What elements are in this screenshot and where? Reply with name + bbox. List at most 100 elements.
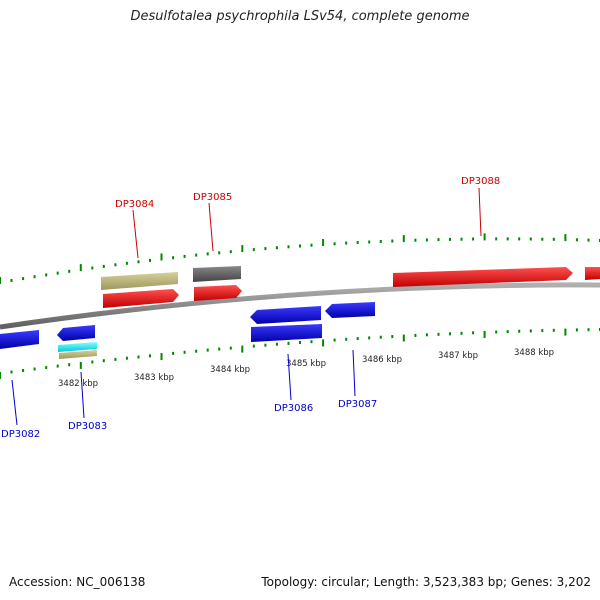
- outer-tick-major: [0, 277, 1, 284]
- outer-tick-minor: [356, 241, 359, 244]
- inner-tick-minor: [149, 354, 151, 358]
- outer-tick-minor: [345, 241, 348, 245]
- inner-tick-minor: [206, 348, 209, 352]
- axis-label-3487: 3487 kbp: [438, 351, 478, 361]
- inner-tick-minor: [102, 359, 105, 363]
- gene-label-DP3087[interactable]: DP3087: [338, 399, 377, 410]
- axis-label-3486: 3486 kbp: [362, 355, 402, 365]
- outer-tick-minor: [33, 275, 36, 279]
- outer-tick-minor: [22, 277, 25, 281]
- inner-tick-minor: [310, 340, 313, 344]
- axis-label-3482: 3482 kbp: [58, 379, 98, 389]
- inner-tick-minor: [414, 333, 417, 337]
- gene-forward-edge-arrow[interactable]: [585, 267, 600, 280]
- inner-tick-minor: [460, 331, 463, 335]
- outer-tick-minor: [275, 246, 278, 250]
- feature-khaki-lower[interactable]: [59, 350, 97, 359]
- inner-tick-minor: [529, 329, 532, 333]
- gene-label-DP3086[interactable]: DP3086: [274, 403, 313, 414]
- inner-tick-major: [160, 353, 163, 361]
- outer-tick-minor: [541, 237, 544, 241]
- outer-tick-minor: [575, 238, 578, 242]
- outer-tick-minor: [229, 250, 232, 254]
- gene-DP3084-arrow[interactable]: [103, 289, 179, 308]
- outer-tick-minor: [425, 238, 428, 242]
- gene-DP3086-arrow[interactable]: [250, 306, 321, 324]
- outer-tick-minor: [68, 269, 71, 273]
- outer-ruler-ticks: [0, 233, 600, 284]
- inner-tick-minor: [368, 336, 371, 340]
- gene-label-DP3084[interactable]: DP3084: [115, 199, 154, 210]
- outer-tick-major: [402, 235, 405, 243]
- outer-tick-minor: [252, 248, 255, 252]
- inner-tick-major: [322, 339, 325, 347]
- gene-label-DP3088[interactable]: DP3088: [461, 176, 500, 187]
- inner-tick-major: [0, 372, 1, 379]
- outer-tick-minor: [149, 258, 151, 262]
- outer-tick-minor: [310, 243, 313, 247]
- outer-tick-minor: [102, 264, 105, 268]
- gene-DP3087-arrow[interactable]: [325, 302, 375, 318]
- inner-tick-minor: [425, 333, 428, 337]
- gene-DP3088-arrow[interactable]: [393, 267, 573, 287]
- axis-label-3485: 3485 kbp: [286, 359, 326, 369]
- inner-tick-minor: [299, 341, 301, 344]
- leader-DP3088: [478, 187, 482, 237]
- outer-tick-major: [483, 233, 486, 241]
- feature-gray[interactable]: [193, 266, 241, 282]
- inner-tick-minor: [137, 355, 140, 359]
- outer-tick-minor: [206, 252, 209, 256]
- inner-tick-minor: [495, 330, 498, 334]
- outer-tick-minor: [449, 237, 451, 241]
- inner-tick-major: [79, 361, 82, 369]
- gene-DP3082-arrow[interactable]: [0, 330, 39, 349]
- inner-tick-major: [402, 334, 405, 342]
- gene-label-DP3082[interactable]: DP3082: [1, 429, 40, 440]
- outer-tick-minor: [195, 253, 198, 257]
- outer-tick-minor: [10, 279, 13, 282]
- inner-tick-minor: [195, 349, 198, 353]
- outer-tick-minor: [379, 240, 382, 243]
- outer-tick-major: [241, 245, 244, 253]
- inner-tick-minor: [518, 329, 521, 333]
- inner-tick-minor: [345, 337, 348, 341]
- outer-tick-major: [322, 239, 325, 246]
- outer-tick-minor: [299, 244, 301, 248]
- feature-blue-lower[interactable]: [251, 324, 322, 342]
- inner-tick-minor: [391, 335, 394, 339]
- inner-tick-minor: [575, 328, 578, 332]
- outer-tick-minor: [91, 266, 94, 270]
- axis-label-3483: 3483 kbp: [134, 373, 174, 383]
- outer-tick-minor: [368, 240, 371, 244]
- inner-tick-minor: [10, 370, 13, 374]
- outer-tick-minor: [460, 237, 463, 241]
- inner-tick-minor: [218, 347, 221, 351]
- inner-tick-minor: [68, 363, 71, 367]
- inner-tick-minor: [275, 342, 278, 346]
- outer-tick-major: [564, 234, 567, 242]
- inner-tick-minor: [33, 367, 36, 371]
- inner-tick-minor: [506, 330, 509, 334]
- inner-tick-minor: [125, 356, 128, 360]
- gene-label-DP3083[interactable]: DP3083: [68, 421, 107, 432]
- outer-tick-minor: [137, 260, 140, 264]
- outer-tick-minor: [495, 237, 498, 241]
- genome-title: Desulfotalea psychrophila LSv54, complet…: [130, 9, 470, 24]
- leader-DP3087: [352, 349, 356, 397]
- outer-tick-minor: [506, 237, 509, 241]
- outer-tick-minor: [587, 238, 590, 242]
- leader-DP3084: [132, 209, 139, 259]
- inner-tick-minor: [183, 350, 186, 354]
- outer-tick-minor: [45, 273, 48, 277]
- feature-cyan[interactable]: [58, 342, 97, 352]
- feature-khaki-upper[interactable]: [101, 272, 178, 290]
- genome-summary-text: Topology: circular; Length: 3,523,383 bp…: [261, 575, 591, 589]
- inner-tick-minor: [587, 328, 590, 332]
- gene-label-DP3085[interactable]: DP3085: [193, 192, 232, 203]
- inner-tick-minor: [114, 357, 117, 361]
- gene-DP3083-arrow[interactable]: [57, 325, 95, 341]
- outer-tick-minor: [529, 237, 532, 241]
- leader-DP3082: [11, 379, 18, 426]
- inner-tick-minor: [472, 331, 475, 335]
- gene-DP3085-arrow[interactable]: [194, 285, 242, 301]
